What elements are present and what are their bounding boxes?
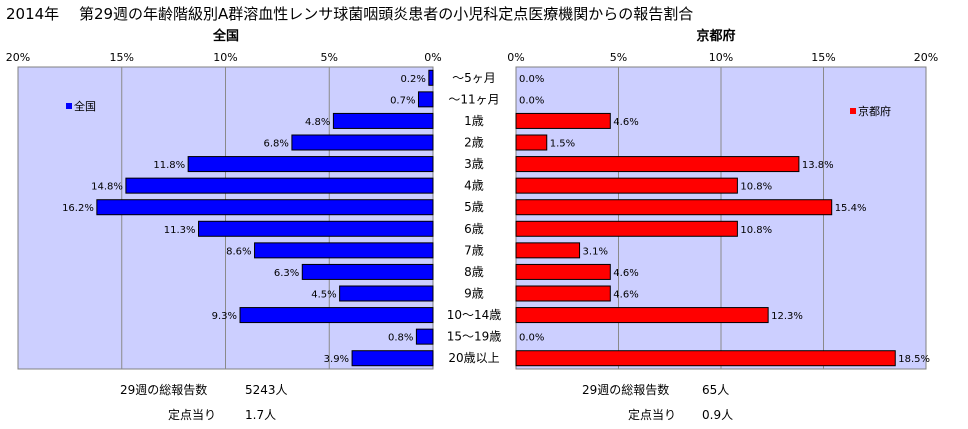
kyoto-total-label: 29週の総報告数 [582,382,669,397]
national-bar-label: 11.8% [153,160,185,171]
national-bar-label: 3.9% [324,354,349,365]
national-bar [429,70,433,85]
national-bar-label: 14.8% [91,182,123,193]
kyoto-xtick: 0% [507,51,524,64]
national-bar [126,178,433,193]
kyoto-bar-label: 10.8% [740,225,772,236]
national-per-point-label: 定点当り [168,407,216,422]
national-xtick: 15% [110,51,134,64]
national-bar [418,92,433,107]
category-label: 10～14歳 [447,308,502,322]
kyoto-bar-label: 4.6% [613,268,638,279]
category-label: 8歳 [464,265,484,279]
kyoto-bar-label: 4.6% [613,290,638,301]
kyoto-bar-label: 4.6% [613,117,638,128]
national-bar-label: 0.2% [400,74,425,85]
category-label: 1歳 [464,114,484,128]
national-bar [340,286,433,301]
category-label: 5歳 [464,200,484,214]
kyoto-xtick: 15% [811,51,835,64]
kyoto-bar [516,286,610,301]
category-label: 15～19歳 [447,330,502,344]
kyoto-bar [516,243,580,258]
kyoto-bar-label: 15.4% [835,203,867,214]
kyoto-xticks: 0% 5% 10% 15% 20% [507,51,938,64]
national-bar [292,135,433,150]
national-xtick: 10% [213,51,237,64]
category-label: 3歳 [464,157,484,171]
category-label: 7歳 [464,243,484,257]
kyoto-bar [516,264,610,279]
national-xtick: 0% [424,51,441,64]
national-bar [352,351,433,366]
kyoto-bar [516,178,737,193]
category-label: 9歳 [464,287,484,301]
national-per-point-value: 1.7人 [245,408,276,422]
national-bar [302,264,433,279]
national-legend-label: 全国 [74,99,96,113]
category-label: ～5ヶ月 [452,71,496,85]
national-bar [97,200,433,215]
national-bar-label: 6.3% [274,268,299,279]
national-bar-label: 8.6% [226,246,251,257]
kyoto-bar [516,351,895,366]
national-xtick: 20% [6,51,30,64]
national-bar [199,221,433,236]
kyoto-bar-label: 13.8% [802,160,834,171]
national-panel-title: 全国 [212,28,239,44]
kyoto-bar-label: 10.8% [740,182,772,193]
kyoto-bar-label: 0.0% [519,333,544,344]
kyoto-bar-label: 0.0% [519,74,544,85]
kyoto-bar-label: 1.5% [550,139,575,150]
kyoto-panel-title: 京都府 [696,28,735,44]
kyoto-bar-label: 3.1% [583,246,608,257]
kyoto-xtick: 20% [914,51,938,64]
kyoto-per-point-value: 0.9人 [702,408,733,422]
national-xtick: 5% [321,51,338,64]
national-bar-label: 0.8% [388,333,413,344]
national-bar [188,157,433,172]
national-bar-label: 6.8% [263,139,288,150]
category-labels: ～5ヶ月 ～11ヶ月 1歳 2歳 3歳 4歳 5歳 6歳 7歳 8歳 9歳 10～14歳 15～19歳 2… [447,71,502,365]
kyoto-xtick: 5% [610,51,627,64]
category-label: 20歳以上 [448,351,499,365]
national-total-label: 29週の総報告数 [120,382,207,397]
national-bar [255,243,433,258]
kyoto-xtick: 10% [709,51,733,64]
national-bar [416,329,433,344]
kyoto-bar-label: 12.3% [771,311,803,322]
national-bar-label: 11.3% [164,225,196,236]
national-total-value: 5243人 [245,383,288,397]
national-legend-swatch [66,103,72,109]
category-label: 4歳 [464,179,484,193]
kyoto-legend-swatch [850,108,856,114]
kyoto-total-value: 65人 [702,383,729,397]
kyoto-per-point-label: 定点当り [628,407,676,422]
kyoto-bar [516,308,768,323]
kyoto-bar-label: 0.0% [519,95,544,106]
national-bar [240,308,433,323]
national-bar-label: 4.8% [305,117,330,128]
kyoto-bar [516,200,832,215]
national-bar [333,113,433,128]
national-bar-label: 4.5% [311,290,336,301]
kyoto-bar [516,157,799,172]
category-label: 2歳 [464,136,484,150]
kyoto-bar [516,135,547,150]
chart-title: 2014年 第29週の年齢階級別A群溶血性レンサ球菌咽頭炎患者の小児科定点医療機… [6,5,693,23]
national-bar-label: 0.7% [390,95,415,106]
kyoto-bar-label: 18.5% [898,354,930,365]
kyoto-bar [516,221,737,236]
kyoto-legend-label: 京都府 [858,104,891,118]
national-bar-label: 16.2% [62,203,94,214]
national-bar-label: 9.3% [212,311,237,322]
category-label: ～11ヶ月 [448,92,499,106]
national-xticks: 20% 15% 10% 5% 0% [6,51,442,64]
category-label: 6歳 [464,222,484,236]
kyoto-bar [516,113,610,128]
